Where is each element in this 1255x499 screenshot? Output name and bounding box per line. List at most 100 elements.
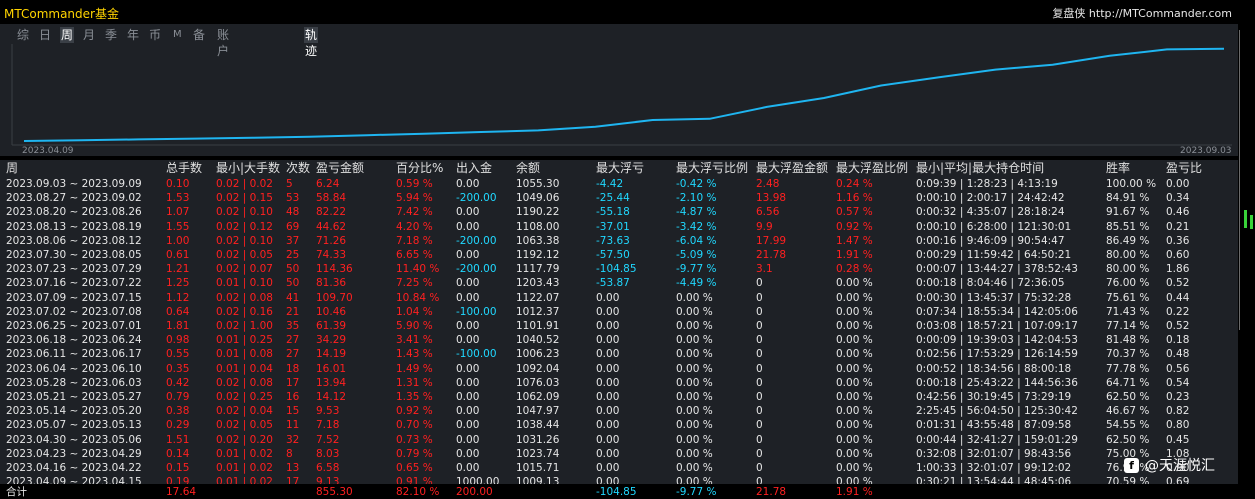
table-cell: 0:00:09 | 19:39:03 | 142:04:53 xyxy=(916,334,1078,347)
table-cell: 0.02 | 0.10 xyxy=(216,234,273,247)
table-cell: -4.87 % xyxy=(676,206,717,219)
tab-6[interactable]: 币 xyxy=(149,28,162,42)
header-cell[interactable]: 最小|平均|最大持仓时间 xyxy=(916,161,1045,175)
tab-4[interactable]: 季 xyxy=(105,28,118,42)
tab-9[interactable]: 账户 xyxy=(217,28,230,58)
table-cell: 2023.06.11 ~ 2023.06.17 xyxy=(6,348,142,361)
table-row[interactable]: 2023.07.02 ~ 2023.07.08 0.64 0.02 | 0.16 21… xyxy=(0,305,1238,319)
table-cell: 0.00 % xyxy=(836,433,873,446)
header-cell[interactable]: 盈亏金额 xyxy=(316,161,365,175)
table-cell: 54.55 % xyxy=(1106,419,1150,432)
table-cell: 64.71 % xyxy=(1106,376,1150,389)
table-cell: -4.42 xyxy=(596,178,624,190)
table-cell: 2023.04.16 ~ 2023.04.22 xyxy=(6,462,142,474)
tab-5[interactable]: 年 xyxy=(127,28,140,42)
table-row[interactable]: 2023.05.14 ~ 2023.05.20 0.38 0.02 | 0.04 15… xyxy=(0,404,1238,418)
table-cell: 0 xyxy=(756,277,763,290)
table-cell: 1.49 % xyxy=(396,362,433,375)
header-cell[interactable]: 盈亏比 xyxy=(1166,161,1203,175)
header-cell[interactable]: 总手数 xyxy=(166,161,203,175)
table-cell: 100.00 % xyxy=(1106,178,1157,190)
total-label: 合计 xyxy=(6,486,27,498)
header-cell[interactable]: 出入金 xyxy=(456,161,493,175)
header-cell[interactable]: 余额 xyxy=(516,161,541,175)
table-row[interactable]: 2023.04.09 ~ 2023.04.15 0.19 0.01 | 0.02 17… xyxy=(0,475,1238,489)
table-row[interactable]: 2023.05.28 ~ 2023.06.03 0.42 0.02 | 0.08 17… xyxy=(0,376,1238,390)
table-cell: 69 xyxy=(286,220,300,233)
table-cell: 1192.12 xyxy=(516,249,560,261)
table-row[interactable]: 2023.09.03 ~ 2023.09.09 0.10 0.02 | 0.02 5 6… xyxy=(0,177,1238,191)
table-cell: 5.90 % xyxy=(396,320,433,332)
header-cell[interactable]: 最大浮盈比例 xyxy=(836,161,909,175)
header-cell[interactable]: 最大浮亏比例 xyxy=(676,161,749,175)
table-row[interactable]: 2023.07.09 ~ 2023.07.15 1.12 0.02 | 0.08 41… xyxy=(0,291,1238,305)
table-cell: 0:03:08 | 18:57:21 | 107:09:17 xyxy=(916,320,1078,332)
header-cell[interactable]: 周 xyxy=(6,161,19,175)
table-cell: 0.00 % xyxy=(836,447,873,460)
table-cell: 0.00 % xyxy=(836,348,873,361)
table-row[interactable]: 2023.08.27 ~ 2023.09.02 1.53 0.02 | 0.15 53… xyxy=(0,191,1238,205)
table-row[interactable]: 2023.08.13 ~ 2023.08.19 1.55 0.02 | 0.12 69… xyxy=(0,220,1238,234)
table-cell: 0.00 % xyxy=(676,447,713,460)
table-cell: 0.01 | 0.25 xyxy=(216,334,273,347)
header-cell[interactable]: 最大浮亏 xyxy=(596,161,645,175)
table-cell: 21 xyxy=(286,305,300,318)
table-row[interactable]: 2023.05.21 ~ 2023.05.27 0.79 0.02 | 0.25 16… xyxy=(0,390,1238,404)
table-cell: 0:09:39 | 1:28:23 | 4:13:19 xyxy=(916,178,1058,190)
table-cell: 0.00 % xyxy=(836,391,873,403)
tab-2[interactable]: 周 xyxy=(60,27,75,43)
table-row[interactable]: 2023.04.23 ~ 2023.04.29 0.14 0.01 | 0.02 8 8… xyxy=(0,447,1238,461)
table-cell: 0.02 | 0.05 xyxy=(216,419,273,432)
header-cell[interactable]: 最小|大手数 xyxy=(216,161,281,175)
table-cell: 74.33 xyxy=(316,249,347,261)
table-row[interactable]: 2023.06.11 ~ 2023.06.17 0.55 0.01 | 0.08 27… xyxy=(0,347,1238,361)
table-cell: 0.00 xyxy=(456,277,480,290)
table-cell: 0 xyxy=(756,305,763,318)
table-row[interactable]: 2023.07.30 ~ 2023.08.05 0.61 0.02 | 0.05 25… xyxy=(0,248,1238,262)
table-row[interactable]: 2023.07.16 ~ 2023.07.22 1.25 0.01 | 0.10 50… xyxy=(0,276,1238,290)
table-cell: 0.00 % xyxy=(676,334,713,347)
header-cell[interactable]: 百分比% xyxy=(396,161,444,175)
table-cell: 48 xyxy=(286,206,300,219)
table-cell: 0.00 xyxy=(596,320,620,332)
table-row[interactable]: 2023.05.07 ~ 2023.05.13 0.29 0.02 | 0.05 11… xyxy=(0,418,1238,432)
site-link[interactable]: 复盘侠 http://MTCommander.com xyxy=(1052,7,1232,20)
table-row[interactable]: 2023.04.16 ~ 2023.04.22 0.15 0.01 | 0.02 13… xyxy=(0,461,1238,475)
table-cell: 1122.07 xyxy=(516,291,560,304)
table-cell: 1076.03 xyxy=(516,376,560,389)
tab-8[interactable]: 备 xyxy=(193,28,206,42)
table-cell: 0:00:29 | 11:59:42 | 64:50:21 xyxy=(916,249,1072,261)
table-row[interactable]: 2023.07.23 ~ 2023.07.29 1.21 0.02 | 0.07 50… xyxy=(0,262,1238,276)
tab-1[interactable]: 日 xyxy=(39,28,52,42)
table-cell: -53.87 xyxy=(596,277,630,290)
table-cell: 0.00 xyxy=(456,334,480,347)
table-cell: 1.00 xyxy=(166,234,190,247)
table-cell: 2023.05.28 ~ 2023.06.03 xyxy=(6,376,142,389)
table-row[interactable]: 2023.08.06 ~ 2023.08.12 1.00 0.02 | 0.10 37… xyxy=(0,234,1238,248)
table-cell: 0:42:56 | 30:19:45 | 73:29:19 xyxy=(916,391,1072,403)
table-row[interactable]: 2023.06.18 ~ 2023.06.24 0.98 0.01 | 0.25 27… xyxy=(0,333,1238,347)
table-cell: 8.03 xyxy=(316,447,340,460)
table-cell: 7.18 % xyxy=(396,234,433,247)
header-cell[interactable]: 胜率 xyxy=(1106,161,1131,175)
table-cell: 0.23 xyxy=(1166,391,1190,403)
header-cell[interactable]: 次数 xyxy=(286,161,311,175)
table-cell: 0.59 % xyxy=(396,178,433,190)
table-cell: 1006.23 xyxy=(516,348,560,361)
tab-7[interactable]: M xyxy=(173,29,182,40)
table-cell: 0.00 xyxy=(456,447,480,460)
equity-chart: 2023.04.09 2023.09.03 xyxy=(0,44,1238,156)
table-row[interactable]: 2023.06.25 ~ 2023.07.01 1.81 0.02 | 1.00 35… xyxy=(0,319,1238,333)
table-cell: 0.14 xyxy=(166,447,190,460)
table-cell: 85.51 % xyxy=(1106,220,1150,233)
tab-10[interactable]: 轨迹 xyxy=(304,27,319,58)
table-row[interactable]: 2023.08.20 ~ 2023.08.26 1.07 0.02 | 0.10 48… xyxy=(0,205,1238,219)
tab-0[interactable]: 综 xyxy=(17,28,30,42)
tab-3[interactable]: 月 xyxy=(83,28,96,42)
table-row[interactable]: 2023.04.30 ~ 2023.05.06 1.51 0.02 | 0.20 32… xyxy=(0,433,1238,447)
header-cell[interactable]: 最大浮盈金额 xyxy=(756,161,829,175)
table-cell: 2:25:45 | 56:04:50 | 125:30:42 xyxy=(916,405,1078,418)
table-cell: 0.54 xyxy=(1166,376,1190,389)
table-row[interactable]: 2023.06.04 ~ 2023.06.10 0.35 0.01 | 0.04 18… xyxy=(0,362,1238,376)
table-cell: 2023.04.30 ~ 2023.05.06 xyxy=(6,433,142,446)
